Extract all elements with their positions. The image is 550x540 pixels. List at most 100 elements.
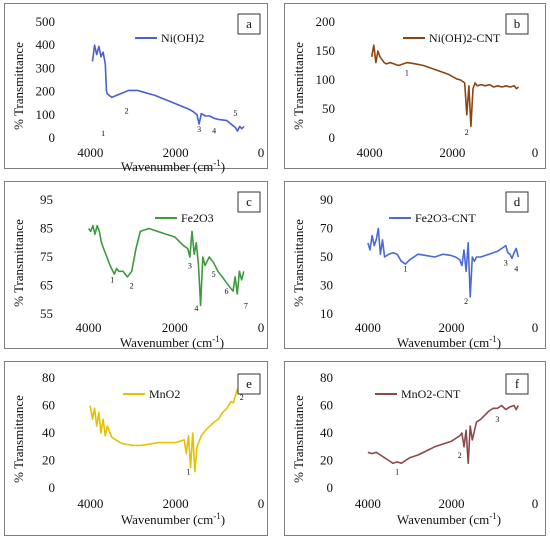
y-axis-title: % Transmittance bbox=[11, 395, 26, 483]
panel-letter-box bbox=[505, 191, 529, 213]
peak-label: 4 bbox=[212, 126, 216, 135]
ytick-label: 0 bbox=[329, 130, 336, 145]
peak-label: 3 bbox=[197, 125, 201, 134]
ytick-label: 20 bbox=[42, 453, 55, 468]
xtick-label: 0 bbox=[532, 145, 539, 160]
peak-label: 2 bbox=[458, 451, 462, 460]
xtick-label: 0 bbox=[532, 320, 539, 335]
ytick-label: 80 bbox=[42, 370, 55, 385]
legend-label: Ni(OH)2 bbox=[161, 31, 204, 45]
peak-label: 4 bbox=[514, 264, 518, 273]
ytick-label: 60 bbox=[42, 398, 55, 413]
peak-label: 1 bbox=[101, 129, 105, 138]
xtick-label: 2000 bbox=[163, 145, 189, 160]
panel-b: 0 50 100 150 200 4000 2000 0 % Transmittance Ni(O… bbox=[284, 3, 546, 169]
ytick-label: 0 bbox=[49, 480, 56, 495]
xtick-label: 0 bbox=[258, 320, 265, 335]
series-line bbox=[91, 44, 245, 132]
x-axis-title: Wavenumber (cm-1) bbox=[121, 511, 225, 527]
ytick-label: 0 bbox=[327, 480, 334, 495]
peak-label: 1 bbox=[395, 467, 399, 476]
peak-label: 2 bbox=[130, 281, 134, 290]
ytick-label: 200 bbox=[316, 14, 336, 29]
xtick-label: 2000 bbox=[438, 496, 464, 511]
legend-label: MnO2-CNT bbox=[401, 387, 461, 401]
peak-label: 6 bbox=[225, 287, 229, 296]
peak-label: 3 bbox=[188, 261, 192, 270]
series-line bbox=[89, 384, 245, 473]
panel-d: 10 30 50 70 90 4000 2000 0 % Transmittance Wavenu… bbox=[284, 181, 546, 350]
ytick-label: 0 bbox=[49, 130, 56, 145]
panel-letter-box bbox=[505, 373, 529, 395]
panel-letter: d bbox=[514, 194, 521, 209]
ytick-label: 70 bbox=[320, 221, 333, 236]
peak-label: 4 bbox=[194, 304, 198, 313]
xtick-label: 2000 bbox=[163, 496, 189, 511]
y-axis-title: % Transmittance bbox=[291, 395, 306, 483]
panel-f: 0 20 40 60 80 4000 2000 0 % Transmittance Wavenum… bbox=[284, 361, 546, 536]
ytick-label: 80 bbox=[320, 370, 333, 385]
ytick-label: 40 bbox=[320, 425, 333, 440]
chart-b: 0 50 100 150 200 4000 2000 0 % Transmittance Ni(O… bbox=[291, 13, 539, 160]
y-axis-title: % Transmittance bbox=[291, 42, 306, 130]
xtick-label: 4000 bbox=[357, 145, 383, 160]
peak-label: 2 bbox=[465, 128, 469, 137]
chart-f: 0 20 40 60 80 4000 2000 0 % Transmittance Wavenum… bbox=[291, 370, 538, 527]
y-axis-title: % Transmittance bbox=[11, 219, 26, 307]
y-axis-title: % Transmittance bbox=[291, 219, 306, 307]
panel-c: 55 65 75 85 95 4000 2000 0% Transmittance Wavenu… bbox=[4, 181, 268, 350]
ytick-label: 400 bbox=[36, 37, 56, 52]
peak-label: 1 bbox=[403, 264, 407, 273]
peak-label: 1 bbox=[186, 467, 190, 476]
ytick-label: 30 bbox=[320, 278, 333, 293]
series-line bbox=[367, 227, 520, 298]
peak-label: 1 bbox=[405, 68, 409, 77]
ytick-label: 300 bbox=[36, 60, 56, 75]
xtick-label: 4000 bbox=[355, 496, 381, 511]
xtick-label: 2000 bbox=[439, 145, 465, 160]
xtick-label: 0 bbox=[258, 496, 265, 511]
legend-label: Fe2O3 bbox=[181, 211, 214, 225]
ytick-label: 90 bbox=[320, 192, 333, 207]
peak-label: 1 bbox=[110, 276, 114, 285]
peak-label: 7 bbox=[244, 301, 248, 310]
x-axis-title: Wavenumber (cm-1) bbox=[121, 158, 225, 174]
peak-label: 3 bbox=[495, 415, 499, 424]
panel-e: 0 20 40 60 80 4000 2000 0 % Transmittance Wavenum… bbox=[4, 361, 268, 536]
legend-label: Fe2O3-CNT bbox=[415, 211, 476, 225]
xtick-label: 4000 bbox=[76, 320, 102, 335]
chart-e: 0 20 40 60 80 4000 2000 0 % Transmittance Wavenum… bbox=[11, 370, 265, 527]
ytick-label: 40 bbox=[42, 425, 55, 440]
legend-label: MnO2 bbox=[149, 387, 180, 401]
series-line bbox=[87, 224, 245, 307]
panel-letter: c bbox=[246, 194, 252, 209]
chart-a: 0 100 200 300 400 500 4000 2000 0 % Transmittance… bbox=[11, 13, 264, 174]
ytick-label: 75 bbox=[40, 249, 53, 264]
ytick-label: 150 bbox=[316, 43, 336, 58]
y-axis-title: % Transmittance bbox=[11, 42, 26, 130]
ytick-label: 20 bbox=[320, 453, 333, 468]
ytick-label: 200 bbox=[36, 84, 56, 99]
ytick-label: 500 bbox=[36, 14, 56, 29]
x-axis-title: Wavenumber (cm-1) bbox=[120, 334, 224, 350]
panel-a: 0 100 200 300 400 500 4000 2000 0 % Transmittance… bbox=[4, 3, 268, 174]
xtick-label: 4000 bbox=[355, 320, 381, 335]
xtick-label: 4000 bbox=[77, 496, 103, 511]
series-line bbox=[370, 44, 520, 128]
panel-letter-box bbox=[505, 13, 529, 35]
panel-letter-box bbox=[237, 373, 261, 395]
ytick-label: 55 bbox=[40, 306, 53, 321]
ytick-label: 65 bbox=[40, 278, 53, 293]
ytick-label: 100 bbox=[316, 72, 336, 87]
x-axis-title: Wavenumber (cm-1) bbox=[397, 511, 501, 527]
xtick-label: 4000 bbox=[77, 145, 103, 160]
peak-label: 5 bbox=[233, 109, 237, 118]
peak-label: 2 bbox=[125, 107, 129, 116]
panel-letter: b bbox=[514, 16, 521, 31]
peak-label: 5 bbox=[212, 270, 216, 279]
ytick-label: 50 bbox=[320, 249, 333, 264]
ytick-label: 95 bbox=[40, 192, 53, 207]
panel-letter: a bbox=[246, 16, 252, 31]
panel-letter-box bbox=[237, 191, 261, 213]
